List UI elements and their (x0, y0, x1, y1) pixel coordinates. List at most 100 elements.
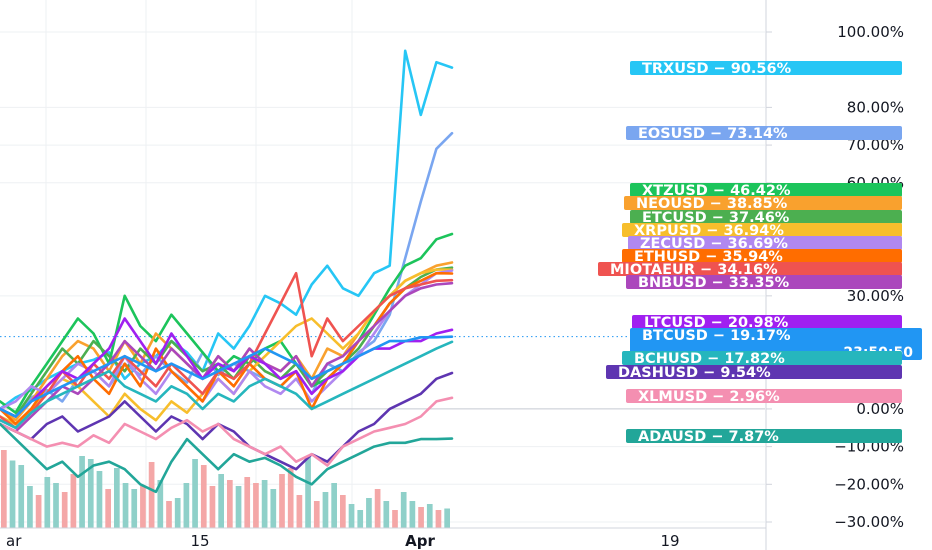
value-tag-label: MIOTAEUR − 34.16% (610, 262, 778, 278)
volume-bar (131, 489, 138, 528)
value-tag-label: NEOUSD − 38.85% (636, 196, 788, 212)
volume-bar (122, 483, 129, 528)
volume-bar (140, 486, 146, 528)
volume-bar (444, 508, 450, 528)
volume-bar (435, 510, 442, 528)
volume-bar (313, 501, 320, 528)
series-line-bchusd[interactable] (0, 340, 454, 430)
value-tag-miotaeur: MIOTAEUR − 34.16% (598, 262, 902, 278)
volume-bar (287, 468, 294, 528)
volume-bar (44, 477, 51, 528)
y-tick-label: −30.00% (834, 513, 904, 531)
y-tick-label: 100.00% (837, 23, 904, 41)
volume-bar (192, 459, 198, 528)
value-tag-adausd: ADAUSD − 7.87% (626, 429, 902, 445)
value-tag-label: ETCUSD − 37.46% (642, 210, 790, 226)
volume-bar (348, 504, 355, 528)
volume-bar (105, 489, 111, 528)
value-tag-bnbusd: BNBUSD − 33.35% (626, 275, 902, 291)
time-axis[interactable]: ar 15 Apr 19 (0, 527, 766, 550)
volume-bar (27, 486, 33, 528)
value-tag-label: XTZUSD − 46.42% (642, 183, 791, 199)
value-tag-label: BNBUSD − 33.35% (638, 275, 790, 291)
volume-bar (218, 474, 224, 528)
value-tag-xtzusd: XTZUSD − 46.42% (630, 183, 902, 199)
volume-bar (87, 459, 94, 528)
volume-bar (1, 450, 7, 528)
volume-bar (400, 492, 407, 528)
x-tick-label: 15 (190, 532, 209, 550)
x-tick-label: 19 (660, 532, 679, 550)
value-tag-dashusd: DASHUSD − 9.54% (606, 365, 902, 381)
volume-bar (18, 465, 25, 528)
price-axis[interactable]: 100.00%80.00%70.00%60.00%30.00%0.00%−10.… (766, 23, 904, 531)
volume-bar (166, 501, 172, 528)
volume-bar (270, 489, 277, 528)
volume-bar (53, 483, 59, 528)
value-tag-label: DASHUSD − 9.54% (618, 365, 771, 381)
value-tag-xlmusd: XLMUSD − 2.96% (626, 389, 902, 405)
value-tag-label: BCHUSD − 17.82% (634, 351, 785, 367)
volume-bar (409, 501, 416, 528)
series-line-zecusd[interactable] (0, 269, 454, 411)
volume-bar (35, 495, 42, 528)
volume-bar (305, 456, 311, 528)
value-tag-label: XLMUSD − 2.96% (638, 389, 780, 405)
volume-bar (235, 486, 242, 528)
value-tag-neousd: NEOUSD − 38.85% (624, 196, 902, 212)
volume-bar (418, 507, 424, 528)
volume-bar (383, 501, 390, 528)
volume-bar (331, 483, 337, 528)
volume-bar (261, 480, 268, 528)
volume-bars (1, 450, 450, 528)
volume-bar (340, 495, 346, 528)
value-tag-label: TRXUSD − 90.56% (642, 61, 792, 77)
series-line-dashusd[interactable] (0, 371, 454, 471)
value-tag-eosusd: EOSUSD − 73.14% (626, 126, 902, 142)
volume-bar (9, 460, 16, 528)
volume-bar (70, 474, 77, 528)
x-tick-label: Apr (405, 532, 435, 550)
value-tag-ltcusd: LTCUSD − 20.98% (632, 315, 902, 331)
series-line-btcusd[interactable] (0, 335, 454, 418)
value-tag-zecusd: ZECUSD − 36.69% (628, 236, 902, 252)
volume-bar (79, 456, 85, 528)
value-tag-label: BTCUSD − 19.17% (642, 328, 791, 344)
series-lines[interactable] (0, 49, 454, 494)
series-line-miotaeur[interactable] (0, 271, 454, 430)
volume-bar (296, 495, 303, 528)
volume-bar (279, 474, 285, 528)
volume-bar (244, 477, 251, 528)
y-tick-label: 70.00% (847, 136, 904, 154)
volume-bar (357, 510, 364, 528)
value-tag-label: LTCUSD − 20.98% (644, 315, 789, 331)
volume-bar (174, 498, 181, 528)
series-line-xlmusd[interactable] (0, 396, 454, 467)
series-line-bnbusd[interactable] (0, 281, 454, 433)
volume-bar (114, 468, 120, 528)
series-line-adausd[interactable] (0, 422, 454, 494)
volume-bar (227, 480, 233, 528)
value-tag-bchusd: BCHUSD − 17.82% (622, 351, 902, 367)
value-tag-label: XRPUSD − 36.94% (634, 223, 784, 239)
volume-bar (148, 462, 155, 528)
value-tag-xrpusd: XRPUSD − 36.94% (622, 223, 902, 239)
value-tag-label: ETHUSD − 35.94% (634, 249, 783, 265)
value-tag-label: ADAUSD − 7.87% (638, 429, 779, 445)
volume-bar (183, 483, 190, 528)
volume-bar (374, 489, 381, 528)
volume-bar (209, 486, 216, 528)
x-tick-label: ar (6, 532, 22, 550)
volume-bar (366, 498, 372, 528)
value-tag-etcusd: ETCUSD − 37.46% (630, 210, 902, 226)
value-tag-ethusd: ETHUSD − 35.94% (622, 249, 902, 265)
volume-bar (96, 471, 103, 528)
y-tick-label: 80.00% (847, 98, 904, 116)
volume-bar (253, 483, 259, 528)
value-tag-label: ZECUSD − 36.69% (640, 236, 788, 252)
y-tick-label: 0.00% (856, 400, 904, 418)
series-line-xrpusd[interactable] (0, 268, 454, 426)
value-tag-trxusd: TRXUSD − 90.56% (630, 61, 902, 77)
y-tick-label: 30.00% (847, 287, 904, 305)
